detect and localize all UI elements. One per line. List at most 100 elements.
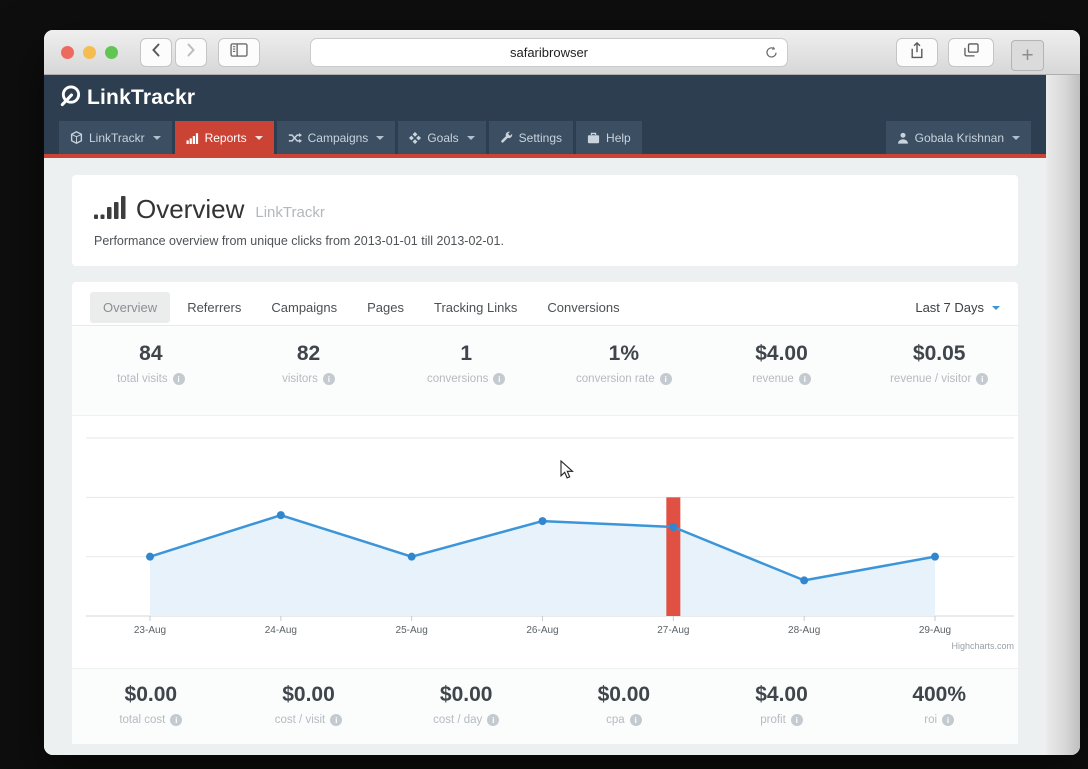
nav-item-help[interactable]: Help: [576, 121, 642, 154]
tab-conversions[interactable]: Conversions: [547, 300, 620, 316]
stat-revenue-per-visitor: $0.05 revenue / visitor i: [860, 342, 1018, 415]
info-icon[interactable]: i: [487, 714, 500, 727]
forward-chevron-icon: [186, 43, 196, 62]
mouse-cursor: [560, 459, 574, 485]
nav-item-goals[interactable]: Goals: [398, 121, 486, 154]
stat-value: $0.00: [597, 683, 651, 707]
briefcase-icon: [587, 132, 600, 144]
svg-text:28-Aug: 28-Aug: [788, 625, 820, 636]
stat-cost-per-day: $0.00 cost / day i: [387, 683, 545, 744]
back-chevron-icon: [151, 43, 161, 62]
stat-value: 1%: [608, 341, 640, 365]
back-button[interactable]: [140, 38, 172, 67]
tab-referrers[interactable]: Referrers: [187, 300, 242, 316]
stat-cpa: $0.00 cpa i: [545, 683, 703, 744]
user-icon: [897, 132, 909, 144]
page-header-card: Overview LinkTrackr Performance overview…: [72, 175, 1018, 266]
nav-label: Reports: [204, 130, 247, 145]
nav-item-linktrackr[interactable]: LinkTrackr: [59, 121, 172, 154]
address-bar-text: safaribrowser: [509, 45, 589, 60]
page-title: Overview: [136, 194, 245, 224]
cube-icon: [70, 131, 83, 144]
highcharts-plot: 23-Aug 24-Aug 25-Aug 26-Aug 27-Aug 28-Aug 29-A…: [86, 437, 1014, 651]
report-card: Overview Referrers Campaigns Pages Track…: [72, 282, 1018, 744]
visits-chart[interactable]: 23-Aug 24-Aug 25-Aug 26-Aug 27-Aug 28-Aug 29-A…: [72, 416, 1018, 668]
stat-label: profit: [760, 714, 786, 727]
stat-cost-per-visit: $0.00 cost / visit i: [230, 683, 388, 744]
stat-label: total visits: [117, 372, 168, 385]
zoom-window-button[interactable]: [105, 46, 118, 59]
nav-item-campaigns[interactable]: Campaigns: [276, 121, 396, 154]
tab-pages[interactable]: Pages: [367, 300, 405, 316]
stat-profit: $4.00 profit i: [703, 683, 861, 744]
info-icon[interactable]: i: [629, 714, 642, 727]
page-subtitle: Performance overview from unique clicks …: [94, 234, 504, 248]
stat-label: total cost: [119, 714, 166, 727]
chevron-down-icon: [376, 135, 385, 140]
stat-label: revenue / visitor: [890, 372, 972, 385]
page-title-suffix: LinkTrackr: [255, 204, 325, 221]
stat-label: cost / visit: [274, 714, 326, 727]
tab-campaigns[interactable]: Campaigns: [271, 300, 338, 316]
info-icon[interactable]: i: [659, 372, 672, 385]
info-icon[interactable]: i: [330, 714, 343, 727]
new-tab-button[interactable]: +: [1011, 40, 1044, 71]
date-range-dropdown[interactable]: Last 7 Days: [915, 300, 1000, 315]
info-icon[interactable]: i: [942, 714, 955, 727]
stats-row-top: 84 total visits i 82 visitors i 1 conversi…: [72, 325, 1018, 417]
tab-overview[interactable]: Overview: [90, 292, 171, 324]
nav-item-settings[interactable]: Settings: [488, 121, 574, 154]
linktrackr-logo: LinkTrackr: [87, 86, 196, 109]
wrench-icon: [500, 131, 513, 144]
chevron-down-icon: [152, 135, 161, 140]
stats-row-bottom: $0.00 total cost i $0.00 cost / visit i $0…: [72, 668, 1018, 744]
stat-value: $0.05: [912, 341, 966, 365]
sidebar-icon: [230, 43, 248, 62]
stat-label: conversion rate: [576, 372, 655, 385]
user-name: Gobala Krishnan: [914, 130, 1004, 145]
svg-text:24-Aug: 24-Aug: [265, 625, 297, 636]
report-bars-icon: [94, 195, 126, 224]
info-icon[interactable]: i: [790, 714, 803, 727]
nav-item-reports[interactable]: Reports: [174, 121, 274, 154]
user-menu[interactable]: Gobala Krishnan: [885, 121, 1031, 154]
tab-overview-button[interactable]: [948, 38, 994, 67]
nav-label: LinkTrackr: [89, 130, 145, 145]
info-icon[interactable]: i: [798, 372, 811, 385]
stat-conversion-rate: 1% conversion rate i: [545, 342, 703, 415]
stat-label: visitors: [282, 372, 318, 385]
tab-tracking-links[interactable]: Tracking Links: [434, 300, 518, 316]
minimize-window-button[interactable]: [83, 46, 96, 59]
stat-value: 82: [296, 341, 321, 365]
stat-total-cost: $0.00 total cost i: [72, 683, 230, 744]
address-bar[interactable]: safaribrowser: [310, 38, 788, 67]
stat-value: 1: [460, 341, 473, 365]
svg-text:25-Aug: 25-Aug: [396, 625, 428, 636]
chevron-down-icon: [1012, 135, 1020, 140]
info-icon[interactable]: i: [493, 372, 506, 385]
share-button[interactable]: [896, 38, 938, 67]
sidebar-toggle-button[interactable]: [218, 38, 260, 67]
info-icon[interactable]: i: [170, 714, 183, 727]
svg-text:27-Aug: 27-Aug: [657, 625, 689, 636]
chevron-down-icon: [254, 135, 263, 140]
forward-button[interactable]: [175, 38, 207, 67]
stat-value: 84: [139, 341, 163, 365]
info-icon[interactable]: i: [322, 372, 335, 385]
svg-text:23-Aug: 23-Aug: [134, 625, 166, 636]
info-icon[interactable]: i: [976, 372, 989, 385]
report-tabs: Overview Referrers Campaigns Pages Track…: [72, 282, 1018, 326]
window-right-gutter: [1046, 75, 1080, 755]
nav-label: Goals: [427, 130, 459, 145]
safari-window: safaribrowser + LinkTrackr LinkTrackr: [44, 30, 1080, 755]
svg-text:Highcharts.com: Highcharts.com: [951, 641, 1014, 651]
browser-titlebar: safaribrowser +: [44, 30, 1080, 75]
reload-button[interactable]: [765, 46, 778, 62]
stat-conversions: 1 conversions i: [387, 342, 545, 415]
svg-text:29-Aug: 29-Aug: [919, 625, 951, 636]
close-window-button[interactable]: [61, 46, 74, 59]
stat-label: conversions: [426, 372, 489, 385]
chart-bars-icon: [186, 132, 199, 144]
info-icon[interactable]: i: [172, 372, 185, 385]
reload-icon: [765, 46, 778, 62]
